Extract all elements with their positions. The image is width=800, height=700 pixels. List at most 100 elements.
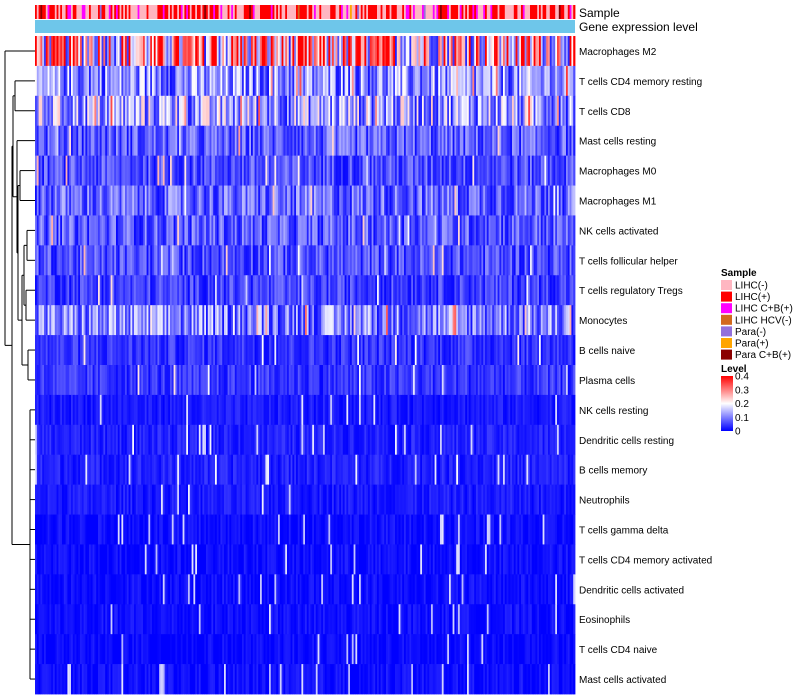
heatmap-cell: [49, 305, 52, 336]
heatmap-cell: [108, 305, 111, 336]
heatmap-cell: [267, 484, 270, 515]
heatmap-cell: [256, 305, 259, 336]
heatmap-cell: [128, 95, 131, 127]
heatmap-cell: [287, 394, 290, 426]
heatmap-cell: [173, 335, 176, 366]
heatmap-cell: [404, 275, 407, 306]
heatmap-cell: [233, 125, 236, 157]
heatmap-cell: [386, 454, 389, 486]
heatmap-cell: [211, 424, 214, 456]
heatmap-cell: [531, 454, 534, 486]
heatmap-cell: [47, 125, 50, 157]
heatmap-cell: [229, 125, 232, 157]
heatmap-cell: [110, 484, 113, 515]
heatmap-cell: [413, 125, 416, 157]
heatmap-cell: [324, 365, 327, 396]
heatmap-cell: [179, 305, 182, 336]
heatmap-cell: [198, 484, 201, 515]
heatmap-cell: [161, 454, 164, 486]
heatmap-cell: [530, 95, 533, 127]
heatmap-cell: [454, 125, 457, 157]
heatmap-cell: [238, 394, 241, 426]
gene-expression-bar: [35, 20, 575, 33]
heatmap-cell: [312, 245, 315, 276]
heatmap-cell: [108, 335, 111, 366]
heatmap-cell: [476, 185, 479, 216]
heatmap-cell: [306, 155, 309, 186]
heatmap-cell: [485, 36, 488, 67]
heatmap-cell: [303, 245, 306, 276]
heatmap-cell: [238, 454, 241, 486]
heatmap-cell: [348, 275, 351, 306]
heatmap-cell: [215, 365, 218, 396]
heatmap-cell: [494, 394, 497, 426]
heatmap-cell: [528, 155, 531, 186]
heatmap-cell: [299, 454, 302, 486]
heatmap-cell: [153, 245, 156, 276]
heatmap-cell: [526, 275, 529, 306]
heatmap-cell: [150, 125, 153, 157]
heatmap-cell: [458, 245, 461, 276]
heatmap-cell: [454, 394, 457, 426]
heatmap-cell: [389, 95, 392, 127]
heatmap-cell: [337, 95, 340, 127]
heatmap-cell: [53, 424, 56, 456]
heatmap-cell: [269, 215, 272, 246]
heatmap-cell: [216, 245, 219, 276]
heatmap-cell: [515, 215, 518, 246]
heatmap-cell: [290, 245, 293, 276]
heatmap-cell: [551, 424, 554, 456]
heatmap-cell: [528, 125, 531, 157]
heatmap-cell: [351, 185, 354, 216]
heatmap-cell: [387, 36, 390, 67]
heatmap-cell: [418, 424, 421, 456]
heatmap-cell: [350, 245, 353, 276]
heatmap-cell: [207, 454, 210, 486]
heatmap-cell: [350, 365, 353, 396]
heatmap-cell: [569, 36, 572, 67]
heatmap-cell: [274, 185, 277, 216]
sample-annotation-cell: [193, 5, 196, 19]
heatmap-cell: [288, 305, 291, 336]
heatmap-cell: [521, 36, 524, 67]
heatmap-cell: [335, 305, 338, 336]
heatmap-cell: [476, 125, 479, 157]
sample-annotation-cell: [54, 5, 57, 19]
heatmap-cell: [42, 95, 45, 127]
heatmap-cell: [339, 125, 342, 157]
heatmap-cell: [470, 335, 473, 366]
heatmap-cell: [359, 125, 362, 157]
heatmap-cell: [261, 335, 264, 366]
heatmap-cell: [429, 155, 432, 186]
heatmap-cell: [166, 95, 169, 127]
heatmap-cell: [168, 365, 171, 396]
heatmap-cell: [449, 215, 452, 246]
heatmap-cell: [447, 424, 450, 456]
heatmap-cell: [542, 65, 545, 97]
heatmap-cell: [553, 454, 556, 486]
heatmap-cell: [134, 65, 137, 97]
heatmap-cell: [254, 36, 257, 67]
heatmap-cell: [371, 65, 374, 97]
heatmap-cell: [74, 424, 77, 456]
heatmap-cell: [270, 245, 273, 276]
heatmap-cell: [303, 275, 306, 306]
heatmap-cell: [245, 305, 248, 336]
heatmap-cell: [161, 275, 164, 306]
heatmap-cell: [198, 394, 201, 426]
heatmap-cell: [386, 305, 389, 336]
heatmap-cell: [431, 65, 434, 97]
heatmap-cell: [143, 155, 146, 186]
heatmap-cell: [40, 365, 43, 396]
heatmap-cell: [503, 65, 506, 97]
heatmap-cell: [368, 424, 371, 456]
heatmap-cell: [261, 245, 264, 276]
sample-annotation-cell: [497, 5, 500, 19]
heatmap-cell: [60, 95, 63, 127]
heatmap-cell: [85, 245, 88, 276]
heatmap-cell: [53, 335, 56, 366]
heatmap-cell: [216, 155, 219, 186]
heatmap-cell: [62, 365, 65, 396]
heatmap-cell: [132, 365, 135, 396]
heatmap-cell: [341, 305, 344, 336]
